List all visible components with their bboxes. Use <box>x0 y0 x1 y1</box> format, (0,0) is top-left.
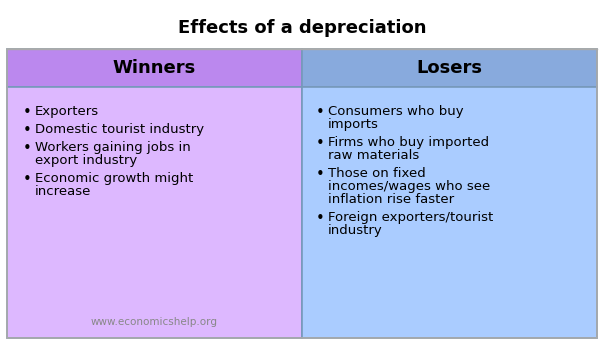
Text: inflation rise faster: inflation rise faster <box>328 193 454 206</box>
Text: Effects of a depreciation: Effects of a depreciation <box>178 19 426 37</box>
Text: •: • <box>23 123 32 138</box>
Bar <box>302 49 597 87</box>
Bar <box>7 49 302 87</box>
Text: Losers: Losers <box>417 59 483 77</box>
Text: Foreign exporters/tourist: Foreign exporters/tourist <box>328 211 493 224</box>
Text: imports: imports <box>328 118 379 131</box>
Text: increase: increase <box>35 185 91 198</box>
Text: •: • <box>316 105 325 120</box>
Text: raw materials: raw materials <box>328 149 419 162</box>
Text: Those on fixed: Those on fixed <box>328 167 426 180</box>
Bar <box>302 87 597 338</box>
Text: Domestic tourist industry: Domestic tourist industry <box>35 123 204 136</box>
Text: •: • <box>316 167 325 182</box>
Bar <box>7 49 597 338</box>
Text: Exporters: Exporters <box>35 105 99 118</box>
Text: industry: industry <box>328 224 383 237</box>
Bar <box>7 87 302 338</box>
Text: Workers gaining jobs in: Workers gaining jobs in <box>35 141 191 154</box>
Text: www.economicshelp.org: www.economicshelp.org <box>91 317 218 327</box>
Text: Firms who buy imported: Firms who buy imported <box>328 136 489 149</box>
Text: Winners: Winners <box>113 59 196 77</box>
Text: export industry: export industry <box>35 154 137 167</box>
Text: Economic growth might: Economic growth might <box>35 172 193 185</box>
Text: •: • <box>316 211 325 226</box>
Text: •: • <box>316 136 325 151</box>
Text: •: • <box>23 105 32 120</box>
Text: Consumers who buy: Consumers who buy <box>328 105 464 118</box>
Text: incomes/wages who see: incomes/wages who see <box>328 180 490 193</box>
Text: •: • <box>23 141 32 156</box>
Text: •: • <box>23 172 32 187</box>
